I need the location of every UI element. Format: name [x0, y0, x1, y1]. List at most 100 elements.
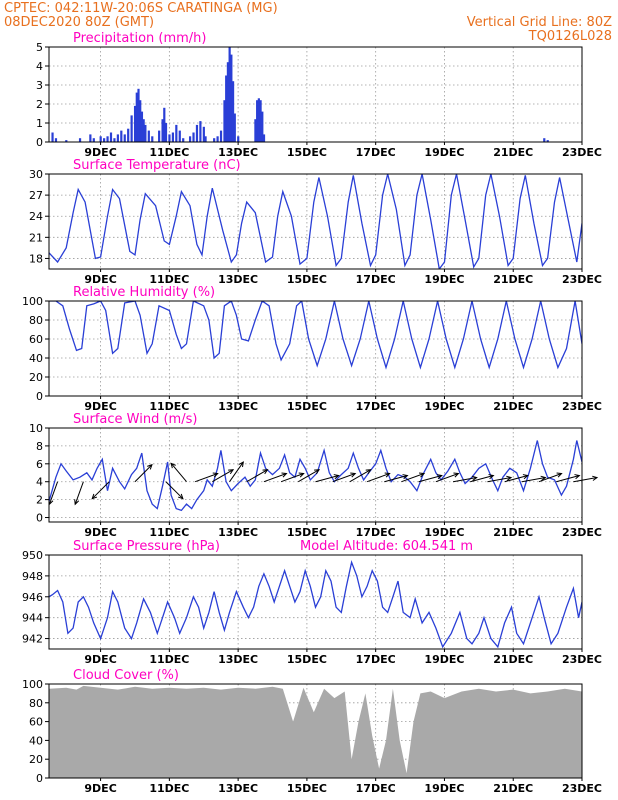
precip-bar	[223, 100, 226, 142]
x-tick-label: 11DEC	[149, 273, 189, 286]
precip-bar	[137, 88, 140, 142]
x-tick-label: 11DEC	[149, 782, 189, 795]
wind-arrow	[332, 472, 357, 483]
precip-bar	[230, 54, 233, 142]
y-tick-label: 40	[29, 352, 43, 365]
model-altitude: Model Altitude: 604.541 m	[300, 539, 473, 554]
panel-frame	[48, 46, 583, 143]
wind-arrow	[435, 472, 460, 483]
x-tick-label: 15DEC	[287, 526, 327, 539]
temperature-panel	[45, 173, 583, 272]
precip-bar	[259, 100, 262, 142]
wind-arrow	[263, 472, 288, 483]
precip-bar	[226, 62, 230, 142]
precip-bar	[113, 138, 116, 142]
y-tick-label: 27	[29, 189, 43, 202]
precip-bar	[204, 136, 207, 142]
wind-arrow	[246, 469, 269, 483]
wind-arrow	[298, 469, 321, 483]
wind-arrow	[315, 474, 340, 483]
precip-bar	[106, 136, 109, 142]
precip-bar	[213, 138, 216, 142]
precip-bar	[199, 121, 202, 142]
x-tick-label: 11DEC	[149, 146, 189, 159]
precip-bar	[256, 100, 259, 142]
y-tick-label: 24	[29, 210, 43, 223]
precip-bar	[161, 119, 164, 142]
pressure-series-line	[49, 560, 582, 649]
wind-arrow	[573, 475, 599, 483]
wind-arrow	[170, 462, 187, 483]
precip-bar	[142, 119, 145, 142]
x-tick-label: 23DEC	[562, 146, 602, 159]
wind-arrow	[401, 472, 426, 483]
precip-bar	[99, 136, 102, 142]
precip-bar	[89, 134, 92, 142]
precip-bar	[158, 130, 161, 142]
y-tick-label: 18	[29, 252, 43, 265]
wind-arrow	[74, 481, 84, 506]
precip-bar	[133, 105, 137, 142]
precip-bar	[192, 132, 195, 142]
x-tick-label: 19DEC	[424, 146, 464, 159]
precip-bar	[225, 75, 228, 142]
precip-bar	[116, 134, 119, 142]
y-tick-label: 8	[36, 440, 43, 453]
precip-bar	[231, 81, 235, 142]
y-tick-label: 60	[29, 716, 43, 729]
precipitation-panel	[45, 46, 583, 145]
precip-bar	[233, 113, 236, 142]
x-tick-label: 9DEC	[84, 526, 116, 539]
precip-bar	[182, 138, 185, 142]
x-tick-label: 11DEC	[149, 526, 189, 539]
x-tick-label: 15DEC	[287, 146, 327, 159]
x-tick-label: 23DEC	[562, 526, 602, 539]
y-tick-label: 2	[36, 98, 43, 111]
precipitation-title: Precipitation (mm/h)	[73, 31, 206, 46]
y-tick-label: 100	[22, 678, 43, 691]
x-tick-label: 17DEC	[356, 526, 396, 539]
y-tick-label: 10	[29, 422, 43, 435]
precip-bar	[257, 98, 260, 142]
wind-arrow	[280, 472, 305, 483]
y-tick-label: 2	[36, 494, 43, 507]
precip-bar	[135, 92, 138, 142]
x-tick-label: 11DEC	[149, 653, 189, 666]
y-tick-label: 5	[36, 41, 43, 54]
x-tick-label: 23DEC	[562, 273, 602, 286]
wind-arrow	[504, 474, 529, 483]
x-tick-label: 9DEC	[84, 782, 116, 795]
x-tick-label: 13DEC	[218, 653, 258, 666]
x-tick-label: 13DEC	[218, 782, 258, 795]
precip-bar	[120, 130, 123, 142]
x-tick-label: 15DEC	[287, 782, 327, 795]
wind-arrow	[349, 469, 372, 483]
precip-bar	[543, 138, 546, 142]
y-tick-label: 30	[29, 168, 43, 181]
y-tick-label: 20	[29, 753, 43, 766]
x-tick-label: 9DEC	[84, 146, 116, 159]
humidity-panel	[45, 300, 583, 399]
precip-bar	[127, 128, 130, 142]
wind-arrow	[212, 469, 235, 483]
y-tick-label: 80	[29, 697, 43, 710]
x-tick-label: 21DEC	[493, 400, 533, 413]
panel-frame	[48, 554, 583, 650]
precip-bar	[254, 119, 257, 142]
precip-bar	[261, 111, 264, 142]
panel-frame	[48, 683, 583, 779]
x-tick-label: 17DEC	[356, 782, 396, 795]
x-tick-label: 19DEC	[424, 400, 464, 413]
panel-frame	[48, 427, 583, 523]
y-tick-label: 3	[36, 79, 43, 92]
wind-arrow	[521, 475, 547, 483]
y-tick-label: 0	[36, 772, 43, 785]
x-tick-label: 17DEC	[356, 146, 396, 159]
wind-arrow	[194, 472, 219, 483]
precip-bar	[195, 124, 199, 142]
x-tick-label: 13DEC	[218, 273, 258, 286]
precip-bar	[216, 136, 219, 142]
x-tick-label: 19DEC	[424, 526, 464, 539]
wind-series-line	[49, 440, 582, 512]
humidity-title: Relative Humidity (%)	[73, 285, 215, 300]
